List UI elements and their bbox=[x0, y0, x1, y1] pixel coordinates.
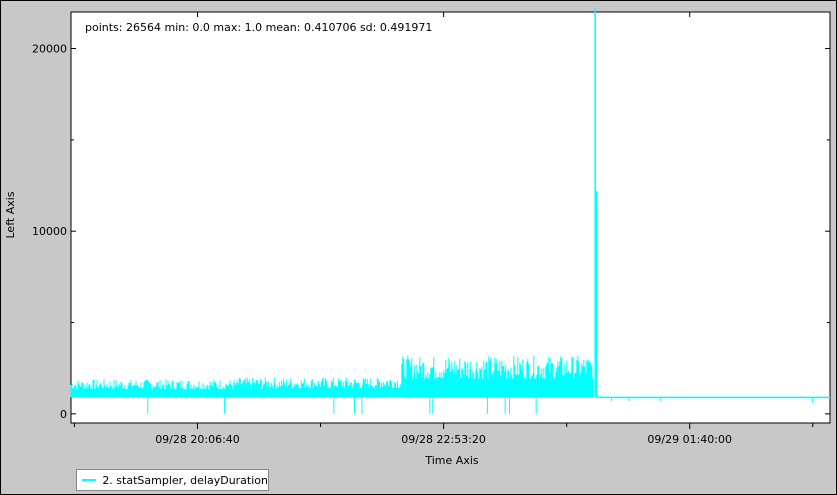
series-noise-3 bbox=[401, 355, 594, 398]
series-noise-0 bbox=[70, 379, 240, 398]
y-tick-label-0: 0 bbox=[60, 408, 67, 421]
series-noise-1 bbox=[238, 377, 380, 398]
stats-text: points: 26564 min: 0.0 max: 1.0 mean: 0.… bbox=[85, 21, 432, 34]
x-tick-label-1: 09/28 22:53:20 bbox=[401, 433, 486, 446]
x-tick-label-0: 09/28 20:06:40 bbox=[155, 433, 240, 446]
legend-label: 2. statSampler, delayDuration bbox=[102, 473, 268, 487]
x-axis-label: Time Axis bbox=[424, 454, 479, 467]
axes-layer: 0 10000 20000 09/28 20:06:40 09/28 22:53:20 0… bbox=[32, 12, 830, 446]
y-tick-label-2: 20000 bbox=[32, 43, 67, 56]
y-tick-label-1: 10000 bbox=[32, 225, 67, 238]
legend-swatch bbox=[82, 479, 97, 481]
x-tick-label-2: 09/29 01:40:00 bbox=[647, 433, 732, 446]
series-noise-2 bbox=[379, 380, 403, 398]
legend: 2. statSampler, delayDuration bbox=[76, 469, 269, 491]
series-layer bbox=[70, 8, 830, 414]
y-axis-label: Left Axis bbox=[4, 191, 17, 238]
plot-area bbox=[70, 11, 831, 424]
